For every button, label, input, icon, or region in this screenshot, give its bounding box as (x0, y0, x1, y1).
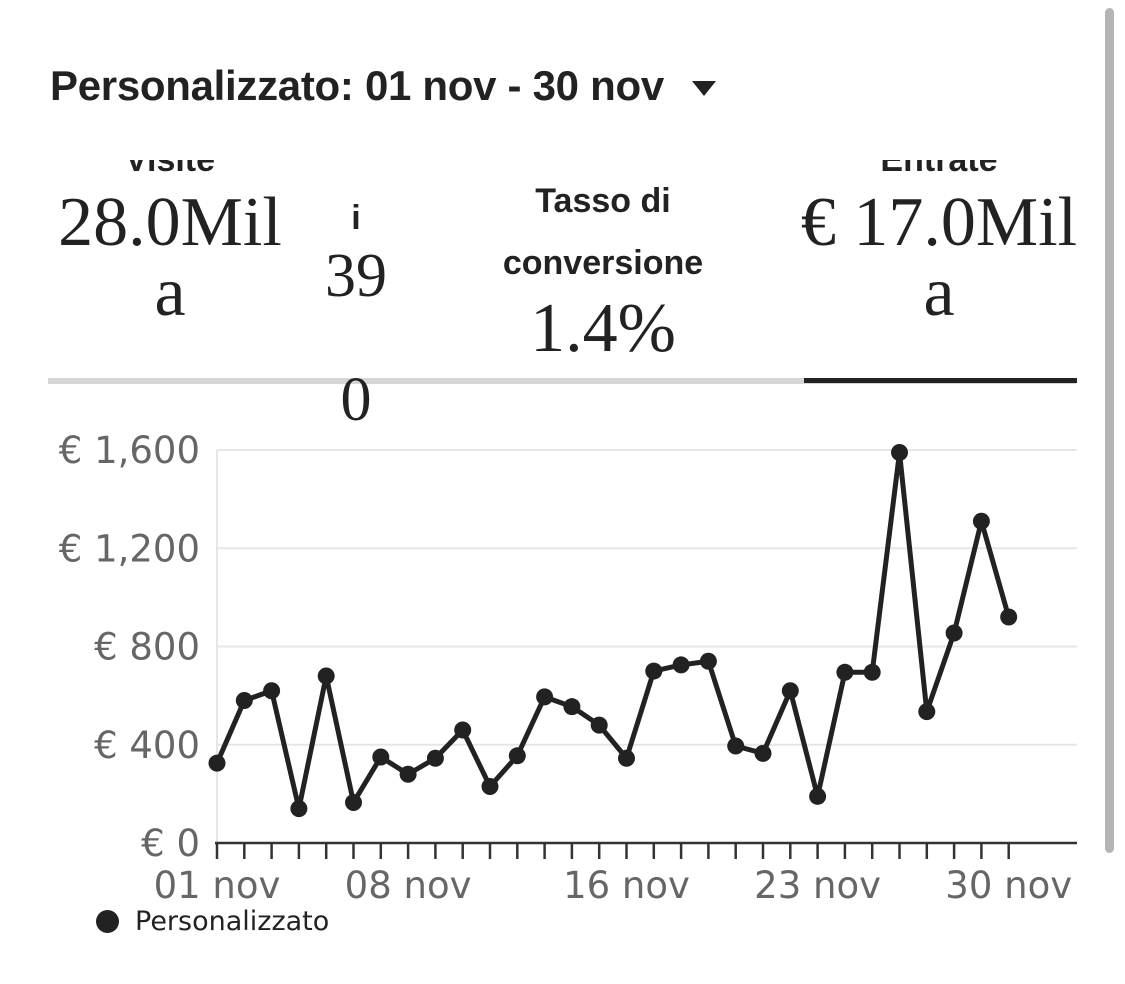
data-point (372, 748, 390, 766)
data-point (290, 800, 308, 818)
data-point (235, 692, 253, 710)
data-point (399, 765, 417, 783)
y-axis-ticks: € 0 € 400 € 800 € 1,200 € 1,600 (59, 429, 200, 865)
data-point (672, 656, 690, 674)
data-point (891, 443, 908, 461)
data-point (317, 667, 335, 685)
scrollbar[interactable] (1105, 8, 1114, 853)
data-point (809, 787, 827, 805)
data-point (781, 682, 799, 700)
revenue-line-chart: € 0 € 400 € 800 € 1,200 € 1,600 01 nov 08 nov… (59, 429, 1077, 900)
y-tick-label: € 800 (94, 626, 200, 669)
metric-revenue-value: € 17.0Mila (800, 184, 1078, 331)
data-point (208, 754, 226, 772)
filled-circle-icon (96, 910, 119, 933)
data-point (618, 749, 635, 767)
data-point (454, 721, 472, 739)
metric-conversion-tab[interactable]: Tasso di conversione 1.4% (478, 170, 728, 364)
metrics-tabs: Visite 28.0Mila i 39 Tasso di conversion… (0, 160, 1125, 382)
metric-orders-label: i (351, 199, 361, 237)
date-range-label: Personalizzato: 01 nov - 30 nov (50, 62, 664, 109)
chart-axes (215, 450, 1077, 845)
data-point (345, 793, 362, 811)
metric-revenue-label: Entrate (880, 160, 998, 179)
chart-series (208, 443, 1018, 818)
caret-down-icon (691, 80, 716, 96)
x-tick-label: 30 nov (945, 864, 1072, 900)
x-tick-label: 23 nov (754, 864, 881, 900)
x-tick-label: 16 nov (563, 864, 690, 900)
data-point (563, 698, 581, 716)
data-point (426, 749, 444, 767)
metric-revenue-tab[interactable]: Entrate € 17.0Mila (800, 160, 1078, 328)
y-tick-label: € 400 (94, 724, 200, 767)
metric-visits-value: 28.0Mila (58, 184, 282, 331)
metrics-divider (48, 378, 1076, 384)
series-line (214, 449, 1012, 812)
metric-orders-value: 39 (325, 242, 387, 310)
metric-orders-value-overflow: 0 (340, 366, 372, 434)
x-axis-ticks: 01 nov 08 nov 16 nov 23 nov 30 nov (154, 843, 1072, 900)
metric-visits-label: Visite (124, 160, 216, 179)
data-point (536, 688, 554, 706)
data-point (754, 744, 772, 762)
chart-gridlines (217, 449, 1077, 746)
metric-conversion-label: Tasso di conversione (502, 182, 704, 282)
data-point (918, 703, 936, 721)
y-tick-label: € 1,200 (59, 527, 200, 570)
data-point (1000, 608, 1018, 626)
active-metric-underline (804, 378, 1077, 383)
data-point (645, 662, 663, 680)
metric-orders-tab[interactable]: i 39 (316, 190, 396, 310)
data-point (508, 747, 526, 765)
legend-label-personalizzato: Personalizzato (135, 906, 330, 937)
data-point (263, 682, 281, 700)
data-point (863, 663, 881, 681)
data-point (836, 663, 854, 681)
data-point (972, 512, 990, 530)
y-tick-label: € 0 (141, 822, 200, 865)
y-tick-label: € 1,600 (59, 429, 200, 472)
metric-conversion-value: 1.4% (530, 290, 676, 367)
metric-visits-tab[interactable]: Visite 28.0Mila (50, 160, 290, 328)
data-point (590, 716, 608, 734)
x-tick-label: 01 nov (154, 864, 281, 900)
data-point (727, 737, 745, 755)
x-tick-label: 08 nov (345, 864, 472, 900)
data-point (699, 652, 717, 670)
date-range-dropdown[interactable]: Personalizzato: 01 nov - 30 nov (50, 58, 716, 114)
data-point (481, 778, 499, 796)
data-point (945, 624, 963, 642)
chart-legend[interactable]: Personalizzato (96, 906, 329, 937)
